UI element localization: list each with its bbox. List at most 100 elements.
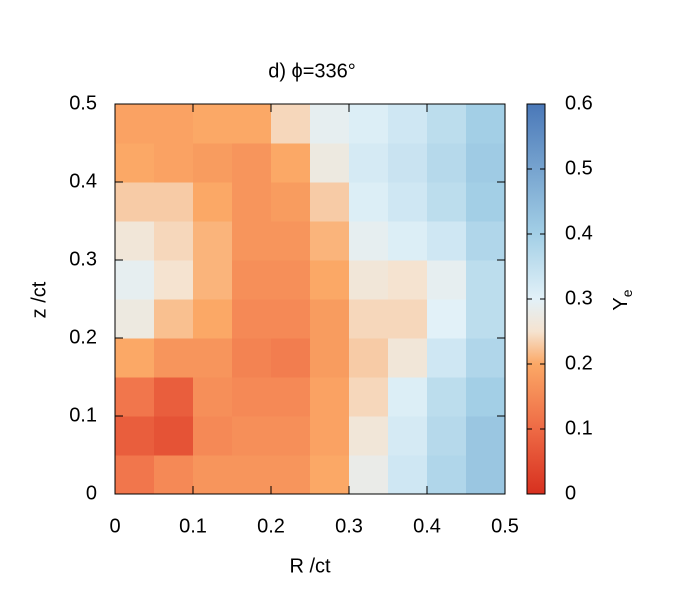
heatmap-cell [271,416,311,456]
chart-title: d) ϕ=336° [268,60,356,82]
heatmap-cell [232,104,272,144]
heatmap-cell [154,221,194,261]
x-tick-label: 0.1 [179,515,207,537]
x-axis-label: R /ct [289,555,331,577]
x-tick-label: 0.4 [413,515,441,537]
heatmap-cell [349,299,389,339]
heatmap-cell [427,299,467,339]
heatmap-cell [271,182,311,222]
y-tick-label: 0.2 [69,326,97,348]
heatmap-cell [154,416,194,456]
heatmap-cell [115,221,155,261]
heatmap-cell [427,338,467,378]
heatmap-cell [193,338,233,378]
y-axis-label: z /ct [28,281,50,318]
heatmap-cell [232,260,272,300]
heatmap-cell [193,299,233,339]
heatmap-cell [154,377,194,417]
heatmap-cell [193,455,233,495]
heatmap-cell [310,338,350,378]
heatmap-cell [310,260,350,300]
colorbar-tick-label: 0.5 [565,157,593,179]
heatmap-cell [271,260,311,300]
heatmap-cell [271,455,311,495]
heatmap-cell [427,221,467,261]
heatmap-cell [154,143,194,183]
heatmap-cell [388,416,428,456]
y-tick-label: 0.1 [69,404,97,426]
heatmap-cell [349,455,389,495]
heatmap-cell [349,338,389,378]
heatmap-cell [466,104,506,144]
heatmap-cell [271,104,311,144]
heatmap-cell [310,416,350,456]
heatmap-cell [193,143,233,183]
heatmap-cell [427,104,467,144]
heatmap-cell [466,416,506,456]
heatmap-cell [427,416,467,456]
heatmap-cell [154,338,194,378]
heatmap-cell [388,143,428,183]
heatmap-cell [349,182,389,222]
heatmap-cell [310,182,350,222]
colorbar-tick-label: 0 [565,482,576,504]
y-tick-label: 0.3 [69,248,97,270]
heatmap-cell [388,299,428,339]
colorbar-tick-label: 0.1 [565,417,593,439]
colorbar-label-main: Y [610,297,632,310]
heatmap-cell [388,338,428,378]
heatmap-cell [193,104,233,144]
heatmap-cell [232,416,272,456]
heatmap-cell [388,182,428,222]
heatmap-cell [466,455,506,495]
heatmap-cell [154,299,194,339]
y-tick-label: 0 [86,482,97,504]
heatmap-cell [388,455,428,495]
heatmap-cell [466,221,506,261]
plot-frame [114,103,506,495]
heatmap-cell [232,221,272,261]
heatmap-cell [193,377,233,417]
heatmap-cell [193,260,233,300]
y-tick-label: 0.5 [69,92,97,114]
heatmap-cell [232,377,272,417]
heatmap-cell [388,221,428,261]
colorbar-tick-label: 0.4 [565,222,593,244]
x-tick-label: 0.2 [257,515,285,537]
heatmap-cell [115,299,155,339]
heatmap-cell [154,104,194,144]
heatmap-cell [466,377,506,417]
heatmap-cell [310,104,350,144]
heatmap-cell [232,455,272,495]
heatmap-cell [388,377,428,417]
heatmap-cell [115,260,155,300]
heatmap-cell [388,260,428,300]
heatmap-cell [349,143,389,183]
heatmap-cell [466,299,506,339]
heatmap-cell [193,416,233,456]
y-tick-label: 0.4 [69,170,97,192]
heatmap-cell [271,338,311,378]
heatmap-cell [115,104,155,144]
heatmap-cell [349,221,389,261]
heatmap-cell [115,377,155,417]
heatmap-cell [154,455,194,495]
heatmap-cell [115,416,155,456]
heatmap-cell [232,299,272,339]
heatmap-cell [271,143,311,183]
heatmap-cell [271,377,311,417]
heatmap-cell [193,221,233,261]
heatmap-cell [466,143,506,183]
heatmap-cell [349,260,389,300]
heatmap-cell [427,182,467,222]
heatmap-cell [271,221,311,261]
heatmap-cell [427,377,467,417]
x-tick-label: 0.3 [335,515,363,537]
heatmap-cell [310,221,350,261]
heatmap-cell [154,182,194,222]
heatmap-cell [310,299,350,339]
colorbar-label-sub: e [619,289,635,297]
colorbar-label: Ye [610,289,634,310]
heatmap-cell [193,182,233,222]
